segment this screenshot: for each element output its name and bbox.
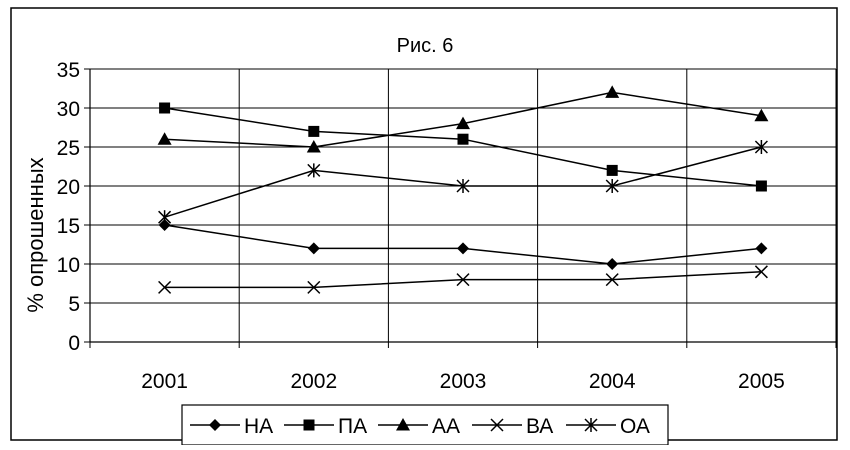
legend-item: ПА — [284, 415, 367, 438]
legend-label: ВА — [526, 415, 553, 438]
series-group — [157, 85, 769, 294]
data-point — [158, 280, 172, 294]
marker-triangle-shape — [605, 85, 620, 98]
marker-diamond-shape — [158, 219, 171, 231]
legend-marker — [584, 418, 598, 432]
data-point — [755, 180, 767, 192]
marker-x-stroke — [754, 265, 768, 279]
x-tick-label: 2003 — [440, 370, 487, 393]
legend-label: ПА — [338, 415, 367, 438]
series-1 — [158, 219, 768, 270]
marker-x-stroke — [605, 273, 619, 287]
data-point — [605, 273, 619, 287]
data-point — [456, 273, 470, 287]
data-point — [159, 102, 171, 114]
data-point — [456, 116, 470, 130]
legend-item: ВА — [472, 415, 553, 438]
y-tick-label: 10 — [57, 254, 80, 277]
y-tick-label: 0 — [68, 332, 80, 355]
data-point — [755, 242, 768, 255]
marker-diamond-shape — [457, 242, 469, 255]
y-tick-label: 35 — [57, 59, 80, 82]
data-point — [754, 265, 768, 279]
marker-triangle-shape — [157, 132, 172, 145]
data-point — [605, 179, 619, 193]
marker-square-shape — [606, 164, 618, 176]
marker-diamond-shape — [209, 419, 221, 431]
marker-triangle-shape — [456, 116, 470, 130]
data-point — [606, 258, 619, 270]
data-point — [158, 219, 171, 231]
series-4 — [158, 265, 768, 294]
x-tick-label: 2005 — [738, 370, 785, 393]
data-point — [456, 179, 470, 193]
grid — [90, 68, 837, 342]
marker-square-shape — [755, 180, 767, 192]
legend-item: НА — [190, 415, 273, 438]
data-point — [307, 163, 321, 178]
marker-square-shape — [457, 133, 469, 145]
marker-triangle-shape — [306, 140, 321, 153]
legend-label: НА — [244, 415, 273, 438]
y-tick-label: 25 — [57, 137, 80, 160]
data-point — [457, 133, 469, 145]
legend-marker — [396, 418, 410, 431]
data-point — [158, 210, 172, 225]
legend-item: ОА — [566, 415, 650, 438]
marker-x-stroke — [456, 273, 470, 287]
data-point — [308, 125, 320, 137]
legend: НА ПА АА ВА ОА — [181, 404, 669, 446]
data-point — [754, 140, 768, 154]
series-5 — [158, 140, 768, 225]
legend-label: ОА — [620, 415, 650, 438]
y-tick-label: 30 — [57, 98, 80, 121]
data-point — [605, 85, 620, 98]
marker-x-stroke — [307, 280, 321, 294]
marker-diamond-shape — [755, 242, 768, 255]
y-tick-label: 20 — [57, 176, 80, 199]
legend-marker — [209, 419, 221, 431]
legend-marker — [490, 418, 504, 432]
x-tick-label: 2004 — [589, 370, 636, 393]
y-axis-label: % опрошенных — [23, 157, 48, 312]
data-point — [306, 140, 321, 153]
data-point — [457, 242, 469, 255]
marker-square-shape — [159, 102, 171, 114]
marker-diamond-shape — [307, 242, 320, 255]
axes: 0 5 10 15 20 25 30 35 2001 2002 2003 2004 2005 — [57, 59, 837, 393]
legend-item: АА — [378, 415, 460, 438]
y-tick-label: 15 — [57, 215, 80, 238]
y-tick-label: 5 — [68, 293, 80, 316]
marker-diamond-shape — [606, 258, 619, 270]
marker-triangle-shape — [754, 108, 769, 122]
marker-square-shape — [308, 125, 320, 137]
legend-marker — [303, 419, 315, 431]
chart-border — [10, 7, 838, 441]
data-point — [754, 108, 769, 122]
series-3 — [157, 85, 769, 153]
data-point — [606, 164, 618, 176]
marker-x-stroke — [490, 418, 504, 432]
legend-label: АА — [432, 415, 460, 438]
chart-title: Рис. 6 — [397, 35, 454, 57]
data-point — [157, 132, 172, 145]
x-tick-label: 2002 — [290, 370, 337, 393]
series-2 — [159, 102, 767, 192]
marker-triangle-shape — [396, 418, 410, 431]
marker-x-stroke — [158, 280, 172, 294]
data-point — [307, 242, 320, 255]
marker-square-shape — [303, 419, 315, 431]
data-point — [307, 280, 321, 294]
x-tick-label: 2001 — [141, 370, 188, 393]
